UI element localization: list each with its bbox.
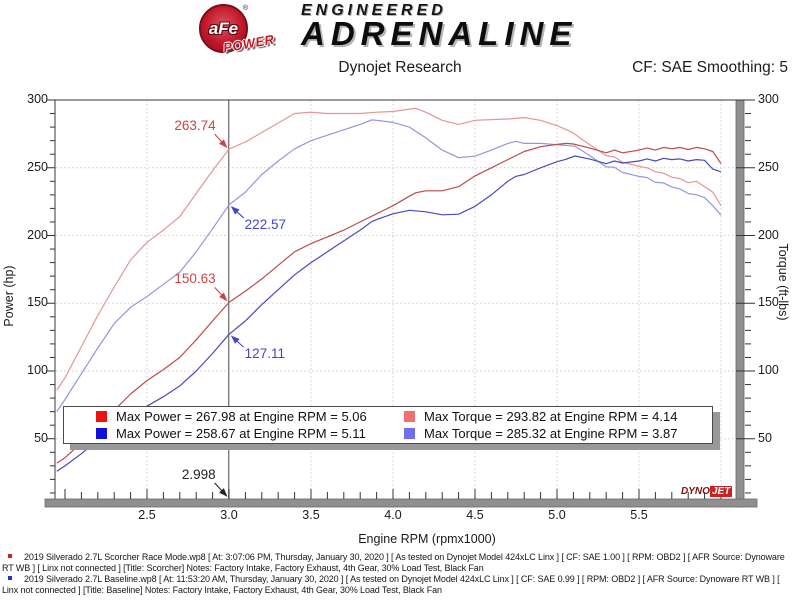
legend-label: Max Power = 258.67 at Engine RPM = 5.11: [116, 426, 366, 441]
annotation-label: 222.57: [244, 216, 286, 232]
annotation-arrow: [214, 287, 228, 302]
annotation-label: 263.74: [174, 118, 216, 134]
run-info-line: 2019 Silverado 2.7L Baseline.wp8 [ At: 1…: [2, 574, 798, 595]
curve-Baseline Torque (ft-lbs): [56, 119, 722, 412]
run-text: 2019 Silverado 2.7L Scorcher Race Mode.w…: [2, 552, 785, 573]
run-bullet-baseline: [8, 576, 12, 580]
annotation-arrow: [214, 482, 228, 497]
x-tick-label: 5.5: [630, 508, 648, 522]
y-tick-label-right: 100: [758, 363, 779, 377]
cf-smoothing-label: CF: SAE Smoothing: 5: [632, 59, 788, 76]
dynojet-watermark: DYNO JET: [681, 486, 733, 497]
registered-mark: ®: [242, 5, 248, 12]
legend-item: Max Torque = 293.82 at Engine RPM = 4.14: [401, 408, 712, 425]
y-tick-label-left: 50: [34, 430, 48, 445]
legend-label: Max Power = 267.98 at Engine RPM = 5.06: [116, 409, 367, 424]
y-tick-label-right: 150: [758, 295, 779, 310]
legend-label: Max Torque = 285.32 at Engine RPM = 3.87: [424, 426, 678, 441]
y-tick-label-right: 300: [758, 92, 779, 106]
y-tick-label-left: 200: [27, 227, 48, 242]
legend-item: Max Power = 267.98 at Engine RPM = 5.06: [64, 408, 401, 425]
x-tick-label: 2.5: [138, 508, 156, 522]
legend-swatch-torque-scorcher: [404, 411, 415, 422]
legend-label: Max Torque = 293.82 at Engine RPM = 4.14: [424, 409, 678, 424]
y-tick-label-left: 150: [27, 295, 48, 310]
x-tick-label: 3.5: [302, 508, 320, 522]
legend-item: Max Power = 258.67 at Engine RPM = 5.11: [64, 425, 401, 442]
title-row: Dynojet Research CF: SAE Smoothing: 5: [0, 59, 800, 81]
run-bullet-scorcher: [8, 554, 12, 558]
annotation-arrow: [230, 335, 245, 348]
torque-axis-label: Torque (ft-lbs): [776, 243, 790, 321]
y-tick-label-right: 250: [758, 159, 779, 174]
y-tick-label-left: 100: [27, 363, 48, 377]
brand-engineered-text: ENGINEERED: [301, 2, 447, 19]
rpm-axis-label: Engine RPM (rpmx1000): [358, 532, 496, 546]
brand-wordmark: ENGINEERED ADRENALINE: [301, 2, 621, 50]
annotation-label: 2.998: [181, 467, 216, 482]
annotation-label: 127.11: [244, 346, 285, 362]
annotation-arrow: [214, 133, 228, 148]
legend-box: Max Power = 267.98 at Engine RPM = 5.06 …: [63, 406, 713, 444]
chart-title: Dynojet Research: [338, 59, 462, 76]
legend-swatch-torque-baseline: [404, 428, 415, 439]
dyno-plot-svg: [44, 99, 758, 508]
x-tick-label: 3.0: [220, 508, 238, 522]
legend-swatch-power-scorcher: [96, 411, 107, 422]
y-tick-label-right: 50: [758, 430, 772, 445]
torque-axis-bar: [735, 99, 745, 508]
run-text: 2019 Silverado 2.7L Baseline.wp8 [ At: 1…: [2, 574, 780, 595]
legend-item: Max Torque = 285.32 at Engine RPM = 3.87: [401, 425, 712, 442]
x-tick-label: 4.5: [466, 508, 484, 522]
y-tick-label-left: 300: [27, 92, 48, 106]
curve-Scorcher Torque (ft-lbs): [56, 107, 722, 391]
brand-header: aFe ® POWER ENGINEERED ADRENALINE: [0, 0, 800, 56]
x-tick-label: 4.0: [384, 508, 402, 522]
y-tick-label-right: 200: [758, 227, 779, 242]
annotation-label: 150.63: [174, 271, 216, 287]
brand-adrenaline-text: ADRENALINE: [301, 15, 578, 52]
x-tick-label: 5.0: [548, 508, 566, 522]
afe-logo-circle: aFe ®: [199, 4, 248, 53]
y-tick-label-left: 250: [27, 159, 48, 174]
rpm-axis-bar: [44, 498, 758, 508]
afe-power-logo: aFe ® POWER: [197, 3, 301, 55]
annotation-arrow: [230, 206, 245, 219]
afe-logo-text: aFe: [208, 18, 239, 38]
run-info-footer: 2019 Silverado 2.7L Scorcher Race Mode.w…: [2, 552, 798, 596]
legend-swatch-power-baseline: [96, 428, 107, 439]
run-info-line: 2019 Silverado 2.7L Scorcher Race Mode.w…: [2, 552, 798, 573]
